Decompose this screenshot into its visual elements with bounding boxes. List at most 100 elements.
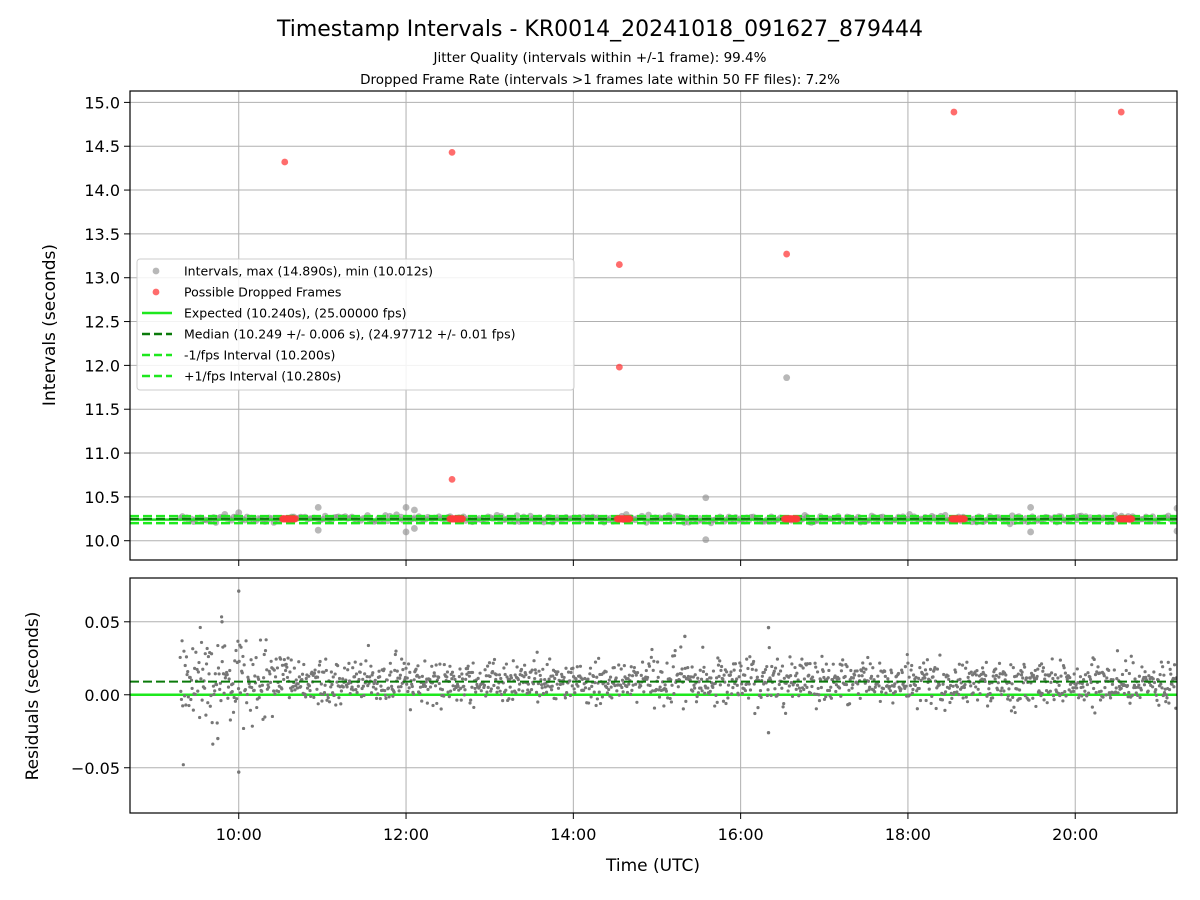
residual-point: [1085, 694, 1089, 698]
residual-point: [589, 695, 593, 699]
residual-point: [669, 678, 673, 682]
residual-point: [416, 664, 420, 668]
residual-point: [1062, 666, 1066, 670]
residual-point: [553, 676, 557, 681]
residual-point: [753, 711, 757, 716]
residual-point: [551, 674, 555, 678]
residual-point: [273, 692, 277, 696]
residual-point: [1002, 689, 1006, 693]
residual-point: [755, 675, 759, 679]
residual-point: [808, 661, 812, 666]
residual-point: [890, 671, 894, 675]
residual-point: [1154, 693, 1158, 697]
residual-point: [625, 690, 630, 695]
residual-point: [191, 708, 195, 712]
residual-point: [541, 691, 546, 696]
x-tick-label: 12:00: [383, 825, 429, 844]
residual-point: [1074, 683, 1078, 687]
x-tick-label: 14:00: [550, 825, 596, 844]
residual-point: [822, 697, 827, 701]
residual-point: [760, 674, 764, 678]
residual-point: [925, 658, 929, 662]
residual-point: [778, 669, 783, 673]
residual-point: [408, 670, 412, 674]
residual-point: [605, 685, 609, 690]
residual-point: [593, 681, 597, 685]
residual-point: [211, 684, 216, 688]
residual-point: [1162, 691, 1167, 695]
residual-point: [657, 688, 661, 692]
residual-point: [1103, 686, 1107, 690]
residual-point: [236, 639, 240, 643]
residual-point: [1113, 690, 1118, 694]
residual-point: [424, 680, 428, 684]
residual-point: [910, 663, 914, 668]
residual-point: [948, 700, 952, 705]
residual-point: [861, 666, 865, 670]
dropped-frame-cluster-point: [626, 515, 634, 523]
residual-point: [764, 681, 768, 685]
residual-point: [693, 686, 697, 690]
residual-point: [378, 675, 382, 679]
residual-point: [538, 694, 542, 698]
residual-point: [479, 689, 483, 693]
residual-point: [181, 763, 185, 767]
residual-point: [575, 665, 579, 669]
residual-point: [423, 659, 427, 663]
residual-point: [573, 691, 577, 695]
residual-point: [767, 646, 771, 650]
residual-point: [969, 670, 973, 674]
residual-point: [497, 673, 502, 677]
residual-point: [540, 686, 544, 690]
residual-point: [478, 671, 482, 675]
residual-point: [445, 675, 449, 679]
residual-point: [1042, 698, 1046, 702]
residual-point: [924, 698, 928, 703]
residual-point: [878, 699, 882, 704]
residual-point: [849, 668, 853, 673]
residual-point: [1162, 673, 1166, 677]
residual-point: [749, 676, 753, 680]
residual-point: [879, 690, 884, 694]
residual-point: [660, 670, 664, 674]
residual-point: [718, 683, 722, 687]
residual-point: [468, 701, 472, 705]
residual-point: [617, 693, 621, 697]
residual-point: [208, 704, 212, 708]
residual-point: [287, 695, 291, 700]
residual-point: [310, 670, 314, 674]
residual-point: [515, 665, 519, 669]
residual-point: [632, 665, 637, 670]
residual-point: [578, 664, 583, 668]
residual-point: [470, 670, 475, 675]
residual-point: [369, 691, 374, 695]
legend-label: Median (10.249 +/- 0.006 s), (24.97712 +…: [184, 327, 515, 342]
residual-point: [810, 684, 814, 689]
residual-point: [682, 675, 687, 679]
residual-point: [508, 685, 512, 689]
residual-point: [610, 696, 614, 700]
residual-point: [1155, 698, 1159, 702]
residual-point: [1089, 680, 1093, 685]
residual-point: [975, 698, 980, 702]
residual-point: [524, 673, 528, 677]
residual-point: [1164, 700, 1168, 704]
residual-point: [250, 685, 254, 690]
interval-outlier-point: [702, 536, 710, 544]
residual-outlier-point: [237, 589, 241, 593]
residual-point: [922, 661, 926, 665]
residual-point: [1019, 673, 1024, 677]
residual-point: [1111, 678, 1115, 682]
residual-point: [1078, 675, 1083, 679]
residual-point: [402, 661, 406, 665]
residual-point: [714, 693, 718, 697]
residual-point: [361, 677, 365, 681]
residual-point: [957, 692, 961, 697]
legend-box: [136, 258, 575, 391]
residual-point: [701, 645, 705, 649]
residual-point: [238, 691, 243, 695]
residual-point: [950, 696, 954, 701]
residual-point: [475, 682, 479, 687]
residual-point: [280, 663, 285, 667]
residual-point: [903, 665, 908, 669]
